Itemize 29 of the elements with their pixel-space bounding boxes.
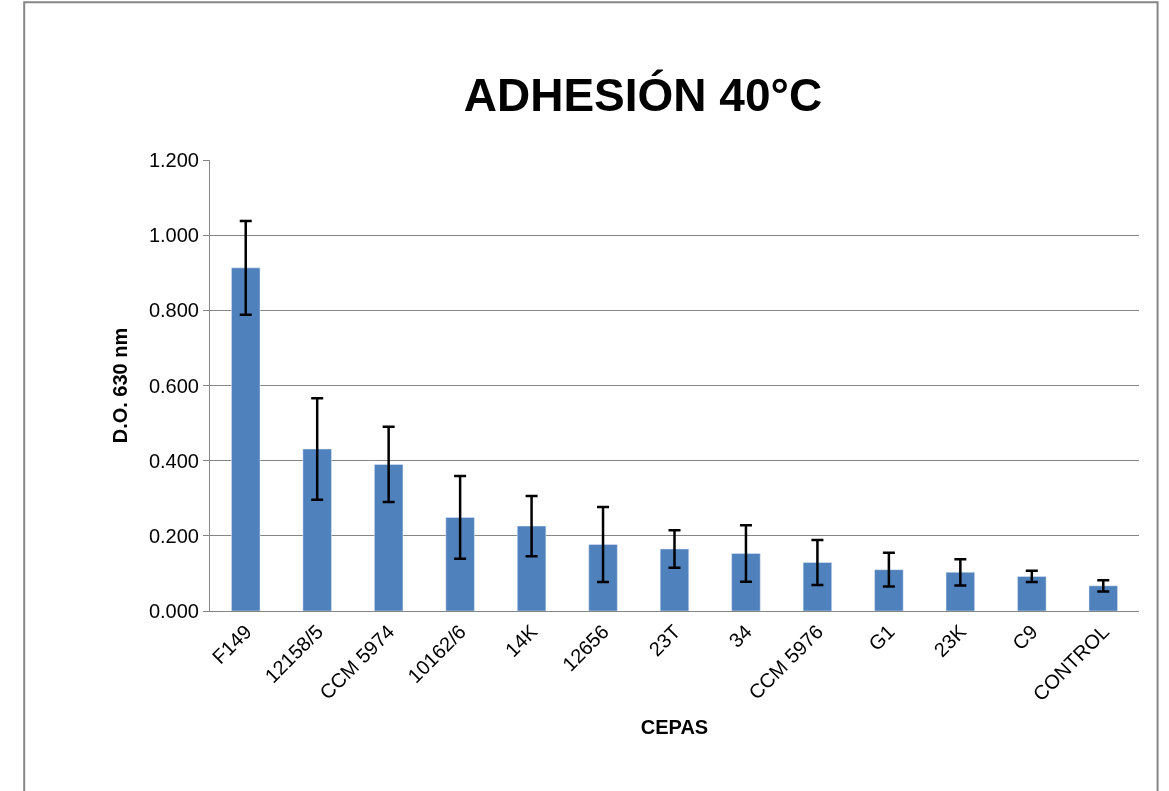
x-tick-label: 14K bbox=[500, 619, 542, 662]
bar bbox=[731, 553, 761, 611]
bar bbox=[1088, 585, 1118, 611]
bar bbox=[302, 448, 332, 611]
x-tick-label: C9 bbox=[1008, 620, 1042, 654]
x-tick-label: 23K bbox=[929, 619, 971, 662]
y-tick-label: 0.200 bbox=[148, 524, 199, 547]
bar bbox=[588, 544, 618, 611]
bar bbox=[445, 517, 475, 611]
y-tick-label: 0.400 bbox=[148, 449, 199, 472]
y-tick-label: 1.000 bbox=[148, 224, 199, 247]
bar bbox=[374, 464, 404, 611]
x-axis-title: CEPAS bbox=[640, 715, 709, 738]
y-tick-label: 0.000 bbox=[148, 600, 199, 622]
bar bbox=[874, 569, 904, 611]
bar bbox=[1017, 576, 1047, 611]
x-tick-label: 23T bbox=[644, 620, 685, 661]
bar bbox=[659, 548, 690, 611]
y-axis-title: D.O. 630 nm bbox=[109, 327, 132, 444]
x-tick-label: 34 bbox=[724, 620, 756, 652]
x-tick-label: G1 bbox=[864, 620, 899, 655]
bar bbox=[802, 562, 832, 611]
y-tick-label: 0.600 bbox=[148, 374, 199, 397]
bar bbox=[945, 572, 975, 611]
bar bbox=[517, 525, 547, 611]
y-tick-label: 0.800 bbox=[148, 299, 199, 322]
y-tick-label: 1.200 bbox=[148, 149, 199, 171]
chart-title: ADHESIÓN 40°C bbox=[463, 69, 823, 122]
bar bbox=[231, 267, 261, 611]
